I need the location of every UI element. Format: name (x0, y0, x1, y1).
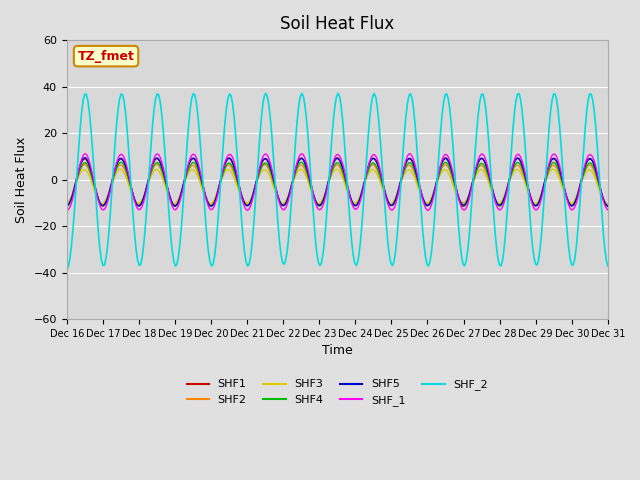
Y-axis label: Soil Heat Flux: Soil Heat Flux (15, 136, 28, 223)
Title: Soil Heat Flux: Soil Heat Flux (280, 15, 394, 33)
X-axis label: Time: Time (322, 345, 353, 358)
Text: TZ_fmet: TZ_fmet (77, 49, 134, 63)
Legend: SHF1, SHF2, SHF3, SHF4, SHF5, SHF_1, SHF_2: SHF1, SHF2, SHF3, SHF4, SHF5, SHF_1, SHF… (182, 375, 493, 410)
